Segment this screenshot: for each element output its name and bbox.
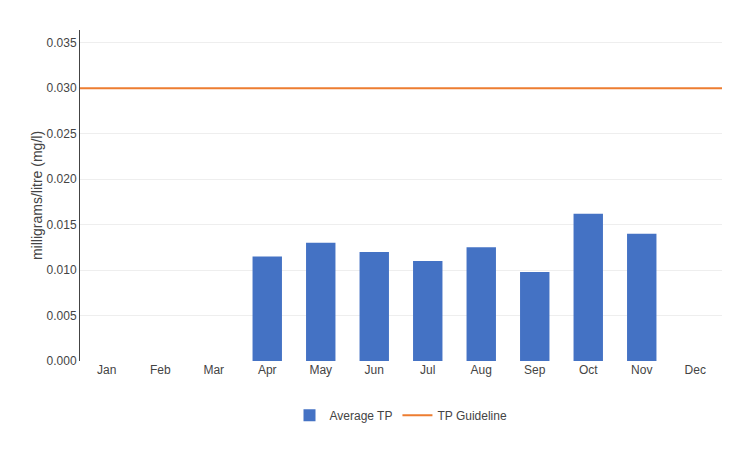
svg-text:0.020: 0.020	[47, 172, 77, 186]
svg-text:Dec: Dec	[685, 363, 706, 377]
svg-text:Feb: Feb	[150, 363, 171, 377]
svg-text:0.035: 0.035	[47, 36, 77, 50]
svg-text:0.015: 0.015	[47, 218, 77, 232]
svg-text:Oct: Oct	[579, 363, 598, 377]
svg-text:0.005: 0.005	[47, 309, 77, 323]
svg-text:Jun: Jun	[365, 363, 384, 377]
svg-text:0.010: 0.010	[47, 263, 77, 277]
svg-text:Nov: Nov	[631, 363, 652, 377]
svg-text:0.025: 0.025	[47, 127, 77, 141]
svg-text:Jul: Jul	[420, 363, 435, 377]
svg-text:Mar: Mar	[203, 363, 224, 377]
svg-text:TP Guideline: TP Guideline	[437, 409, 506, 423]
svg-text:May: May	[309, 363, 332, 377]
svg-text:Sep: Sep	[524, 363, 546, 377]
svg-text:0.000: 0.000	[47, 354, 77, 368]
svg-text:milligrams/litre (mg/l): milligrams/litre (mg/l)	[29, 131, 45, 260]
svg-text:Apr: Apr	[258, 363, 277, 377]
svg-text:Aug: Aug	[471, 363, 492, 377]
svg-text:Jan: Jan	[97, 363, 116, 377]
svg-text:0.030: 0.030	[47, 81, 77, 95]
svg-text:Average TP: Average TP	[330, 409, 393, 423]
